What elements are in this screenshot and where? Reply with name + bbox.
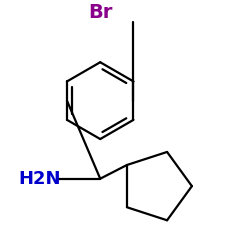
Text: Br: Br — [88, 3, 112, 22]
Text: H2N: H2N — [18, 170, 61, 188]
